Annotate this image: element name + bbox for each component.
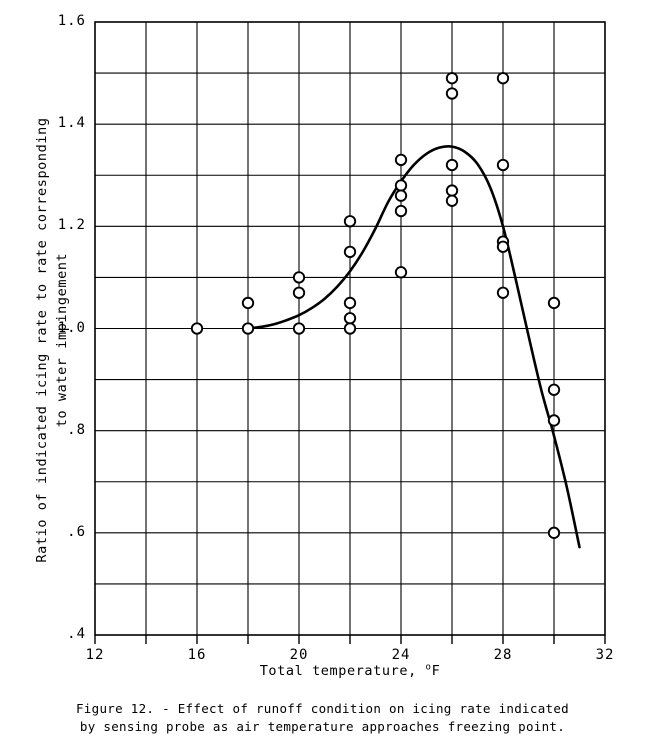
data-point bbox=[445, 72, 459, 85]
data-point bbox=[343, 215, 357, 228]
y-axis-label-line2: to water impingement bbox=[54, 252, 70, 428]
data-point bbox=[496, 240, 510, 253]
y-tick-label-2: .8 bbox=[67, 421, 86, 438]
x-axis-label-text: Total temperature, oF bbox=[259, 662, 441, 679]
y-axis-label-line1: Ratio of indicated icing rate to rate co… bbox=[34, 117, 50, 563]
data-point bbox=[547, 526, 561, 539]
y-tick-label-3: 1.0 bbox=[57, 319, 86, 336]
data-point bbox=[394, 189, 408, 202]
data-point bbox=[343, 245, 357, 259]
data-point bbox=[343, 312, 357, 325]
data-point bbox=[496, 286, 510, 299]
data-point bbox=[190, 322, 204, 335]
x-axis-label: Total temperature, oF bbox=[95, 662, 605, 679]
data-point bbox=[292, 271, 306, 284]
y-tick-label-1: .6 bbox=[67, 523, 86, 540]
data-point bbox=[292, 286, 306, 299]
data-point bbox=[445, 158, 459, 172]
axis-tick-marks bbox=[94, 635, 606, 644]
degree-symbol: o bbox=[425, 662, 432, 672]
data-point-series bbox=[190, 72, 561, 539]
data-point bbox=[547, 296, 561, 310]
data-point bbox=[547, 383, 561, 396]
data-point bbox=[445, 87, 459, 100]
data-point bbox=[445, 194, 459, 207]
x-tick-label-2: 20 bbox=[289, 647, 309, 663]
data-point bbox=[547, 414, 561, 427]
data-point bbox=[241, 296, 255, 310]
trend-curve bbox=[246, 145, 581, 549]
y-tick-label-6: 1.6 bbox=[57, 13, 86, 29]
data-point bbox=[394, 179, 408, 192]
data-point bbox=[394, 204, 408, 218]
data-point bbox=[496, 158, 510, 172]
x-tick-label-1: 16 bbox=[187, 647, 207, 663]
plot-frame bbox=[94, 21, 606, 636]
y-tick-label-4: 1.2 bbox=[57, 217, 86, 234]
data-point bbox=[343, 296, 357, 310]
x-tick-label-4: 28 bbox=[493, 647, 513, 663]
data-point bbox=[445, 184, 459, 197]
x-tick-label-3: 24 bbox=[391, 647, 411, 663]
figure-caption: Figure 12. - Effect of runoff condition … bbox=[0, 700, 645, 736]
y-axis-label: Ratio of indicated icing rate to rate co… bbox=[32, 50, 72, 630]
data-point bbox=[343, 322, 357, 335]
y-tick-label-5: 1.4 bbox=[57, 115, 86, 132]
x-tick-label-5: 32 bbox=[595, 647, 615, 663]
caption-line-1: Figure 12. - Effect of runoff condition … bbox=[75, 701, 569, 716]
caption-line-2: by sensing probe as air temperature appr… bbox=[79, 719, 566, 734]
x-tick-label-0: 12 bbox=[85, 647, 105, 663]
y-tick-label-0: .4 bbox=[67, 626, 86, 642]
data-point bbox=[394, 266, 408, 279]
data-point bbox=[496, 72, 510, 85]
data-point bbox=[292, 322, 306, 335]
data-point bbox=[241, 322, 255, 335]
data-point bbox=[394, 153, 408, 167]
